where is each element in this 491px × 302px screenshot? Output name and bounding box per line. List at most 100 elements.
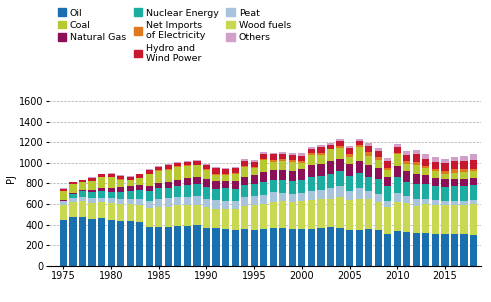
Bar	[250, 175, 258, 184]
Bar	[88, 190, 96, 192]
Bar	[279, 159, 286, 161]
Bar	[375, 202, 382, 230]
Bar	[88, 192, 96, 198]
Bar	[413, 165, 420, 174]
Bar	[384, 207, 391, 234]
Bar	[413, 174, 420, 184]
Bar	[432, 157, 439, 162]
Bar	[98, 198, 105, 202]
Bar	[155, 170, 163, 171]
Bar	[165, 164, 172, 165]
Bar	[146, 169, 153, 170]
Bar	[441, 174, 448, 179]
Bar	[327, 188, 334, 199]
Bar	[403, 196, 410, 204]
Bar	[270, 153, 277, 155]
Bar	[98, 202, 105, 218]
Bar	[69, 217, 77, 266]
Bar	[79, 217, 86, 266]
Bar	[203, 207, 210, 228]
Bar	[346, 154, 353, 157]
Bar	[432, 200, 439, 205]
Bar	[203, 165, 210, 169]
Bar	[117, 188, 124, 191]
Bar	[193, 196, 200, 205]
Bar	[260, 172, 267, 182]
Bar	[365, 156, 372, 165]
Bar	[336, 141, 344, 146]
Bar	[365, 199, 372, 229]
Bar	[403, 161, 410, 164]
Bar	[317, 145, 325, 147]
Bar	[213, 175, 219, 181]
Bar	[317, 155, 325, 164]
Bar	[365, 152, 372, 156]
Bar	[422, 204, 430, 233]
Bar	[279, 193, 286, 201]
Bar	[441, 171, 448, 174]
Bar	[461, 201, 467, 205]
Bar	[136, 190, 143, 199]
Bar	[69, 198, 77, 202]
Bar	[394, 155, 401, 166]
Bar	[165, 170, 172, 182]
Bar	[174, 180, 182, 186]
Bar	[108, 174, 115, 177]
Bar	[432, 162, 439, 169]
Bar	[336, 159, 344, 171]
Bar	[241, 166, 248, 167]
Bar	[394, 153, 401, 155]
Bar	[222, 175, 229, 181]
Bar	[470, 160, 477, 169]
Bar	[441, 201, 448, 205]
Bar	[117, 179, 124, 180]
Bar	[336, 139, 344, 141]
Bar	[470, 185, 477, 200]
Bar	[355, 139, 363, 141]
Bar	[108, 177, 115, 188]
Legend: Oil, Coal, Natural Gas, Nuclear Energy, Net Imports
of Electricity, Hydro and
Wi: Oil, Coal, Natural Gas, Nuclear Energy, …	[54, 5, 295, 67]
Bar	[461, 234, 467, 266]
Bar	[174, 226, 182, 266]
Bar	[69, 194, 77, 198]
Bar	[213, 189, 219, 200]
Bar	[422, 175, 430, 184]
Bar	[79, 180, 86, 182]
Bar	[146, 191, 153, 201]
Bar	[375, 168, 382, 179]
Bar	[250, 184, 258, 196]
Bar	[327, 143, 334, 145]
Bar	[451, 201, 458, 205]
Y-axis label: PJ: PJ	[6, 174, 16, 183]
Bar	[203, 179, 210, 187]
Bar	[127, 177, 134, 180]
Bar	[422, 166, 430, 168]
Bar	[375, 194, 382, 202]
Bar	[289, 171, 296, 181]
Bar	[289, 202, 296, 229]
Bar	[346, 148, 353, 154]
Bar	[308, 147, 315, 149]
Bar	[174, 163, 182, 166]
Bar	[60, 205, 67, 220]
Bar	[69, 193, 77, 194]
Bar	[222, 229, 229, 266]
Bar	[98, 188, 105, 191]
Bar	[432, 234, 439, 266]
Bar	[260, 229, 267, 266]
Bar	[232, 209, 239, 230]
Bar	[203, 187, 210, 199]
Bar	[127, 199, 134, 204]
Bar	[451, 186, 458, 201]
Bar	[336, 146, 344, 148]
Bar	[470, 155, 477, 160]
Bar	[413, 199, 420, 206]
Bar	[422, 233, 430, 266]
Bar	[279, 201, 286, 228]
Bar	[308, 177, 315, 191]
Bar	[232, 181, 239, 189]
Bar	[365, 177, 372, 191]
Bar	[165, 226, 172, 266]
Bar	[165, 188, 172, 198]
Bar	[317, 199, 325, 228]
